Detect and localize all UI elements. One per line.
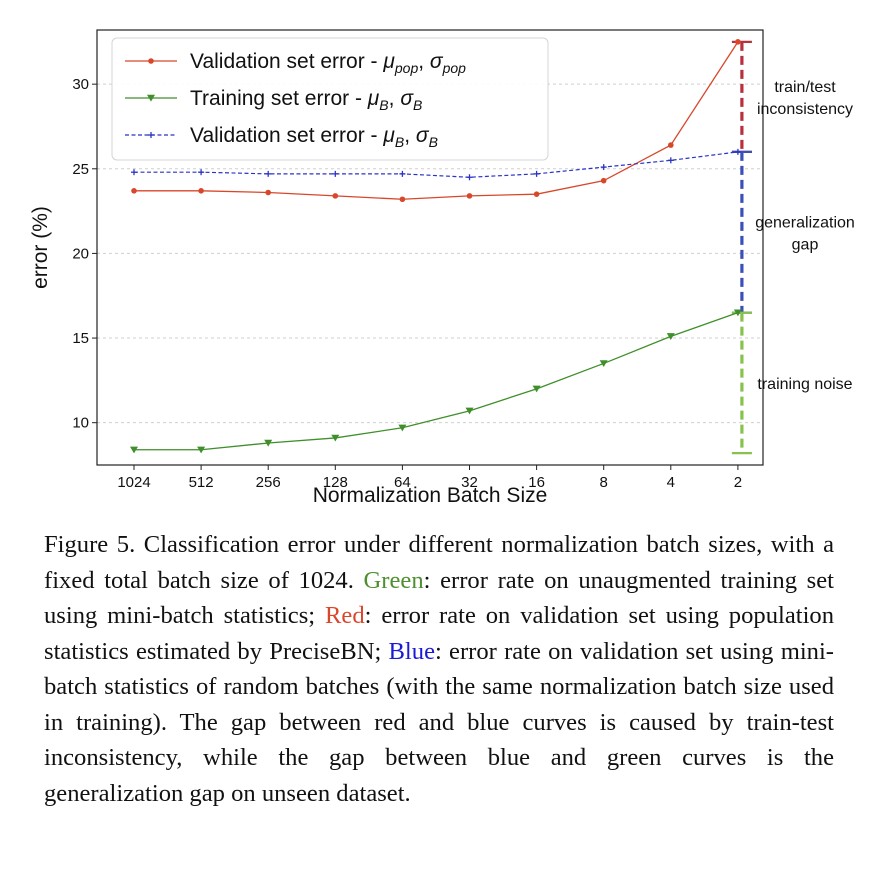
- y-axis-label: error (%): [29, 206, 52, 289]
- data-point: [399, 196, 406, 203]
- gap-annotations: train/test inconsistency generalization gap…: [731, 40, 855, 455]
- x-tick-label: 8: [600, 474, 608, 491]
- caption-blue-word: Blue: [388, 637, 435, 665]
- data-point: [533, 170, 540, 177]
- data-point: [147, 94, 155, 102]
- x-tick-label: 256: [256, 474, 281, 491]
- series-lines: [130, 39, 742, 454]
- x-tick-label: 1024: [117, 474, 150, 491]
- figure-caption: Figure 5. Classification error under dif…: [44, 527, 834, 811]
- data-point: [600, 177, 607, 184]
- x-tick-label: 4: [667, 474, 675, 491]
- y-tick-label: 20: [72, 245, 89, 262]
- legend-label: Training set error - μB​, σB​: [190, 87, 422, 113]
- data-point: [148, 132, 154, 138]
- series-line: [134, 41, 739, 200]
- data-point: [332, 170, 339, 177]
- annotation-2: training noise: [731, 311, 853, 455]
- data-point: [265, 189, 272, 196]
- y-tick-label: 30: [72, 76, 89, 93]
- series-line: [134, 312, 739, 451]
- series-line: [134, 151, 738, 178]
- data-point: [130, 446, 138, 454]
- data-point: [599, 360, 608, 368]
- data-point: [264, 439, 273, 447]
- legend-box: [111, 37, 549, 161]
- data-point: [265, 170, 272, 177]
- data-point: [733, 309, 742, 317]
- data-point: [331, 434, 340, 442]
- caption-text-3: : error rate on validation set using pop…: [44, 602, 835, 665]
- caption-text-2: : error rate on unaugmented training set…: [44, 566, 834, 630]
- legend-entry: Training set error - μB​, σB​: [125, 87, 422, 113]
- data-point: [466, 174, 473, 181]
- data-point: [532, 385, 541, 393]
- figure-label: Figure 5.: [44, 531, 136, 558]
- annotation-label: generalization: [755, 214, 855, 231]
- x-tick-label: 32: [461, 474, 478, 491]
- y-axis: 10 15 20 25 30: [72, 76, 97, 432]
- annotation-label: training noise: [757, 376, 852, 393]
- error-chart: 10 15 20 25 30 1024 512 256 128 64 32 16 8 4 2 train/…: [29, 29, 855, 507]
- series-0: [131, 39, 741, 203]
- data-point: [131, 187, 137, 194]
- series-2: [131, 148, 741, 181]
- annotation-0: train/test inconsistency: [731, 40, 853, 153]
- y-tick-label: 10: [72, 415, 89, 432]
- data-point: [600, 164, 607, 171]
- y-tick-label: 15: [72, 330, 89, 347]
- data-point: [735, 39, 741, 45]
- data-point: [466, 193, 473, 199]
- x-tick-label: 64: [394, 474, 411, 491]
- legend-entry: Validation set error - μpop​, σpop​: [125, 50, 466, 76]
- data-point: [332, 193, 339, 199]
- x-tick-label: 512: [189, 474, 214, 491]
- x-tick-label: 128: [323, 474, 348, 491]
- caption-red-word: Red: [325, 602, 365, 629]
- legend: Validation set error - μpop​, σpop​ Train…: [111, 37, 549, 161]
- data-point: [198, 169, 205, 176]
- data-point: [148, 58, 154, 64]
- data-point: [666, 333, 675, 340]
- data-point: [668, 142, 674, 148]
- data-point: [465, 407, 474, 415]
- caption-text-4: : error rate on validation set using min…: [44, 637, 834, 807]
- annotation-label: train/test: [774, 79, 836, 96]
- data-point: [197, 446, 206, 454]
- data-point: [399, 170, 406, 177]
- x-axis: 1024 512 256 128 64 32 16 8 4 2: [117, 465, 742, 491]
- x-tick-label: 2: [734, 474, 742, 491]
- caption-text-1: Classification error under different nor…: [44, 531, 835, 594]
- annotation-label: inconsistency: [757, 101, 853, 118]
- legend-label: Validation set error - μB​, σB​: [190, 124, 438, 150]
- data-point: [198, 187, 204, 194]
- caption-green-word: Green: [363, 566, 424, 594]
- data-point: [667, 157, 674, 164]
- data-point: [533, 191, 540, 197]
- legend-label: Validation set error - μpop​, σpop​: [190, 50, 466, 76]
- x-tick-label: 16: [528, 474, 545, 491]
- series-1: [130, 309, 742, 454]
- annotation-1: generalization gap: [731, 150, 855, 314]
- data-point: [131, 169, 137, 176]
- data-point: [734, 148, 741, 155]
- x-axis-label: Normalization Batch Size: [313, 484, 548, 507]
- plot-frame: [96, 29, 764, 466]
- data-point: [398, 424, 407, 432]
- legend-entry: Validation set error - μB​, σB​: [125, 124, 438, 150]
- annotation-label: gap: [792, 236, 819, 253]
- y-tick-label: 25: [72, 161, 89, 178]
